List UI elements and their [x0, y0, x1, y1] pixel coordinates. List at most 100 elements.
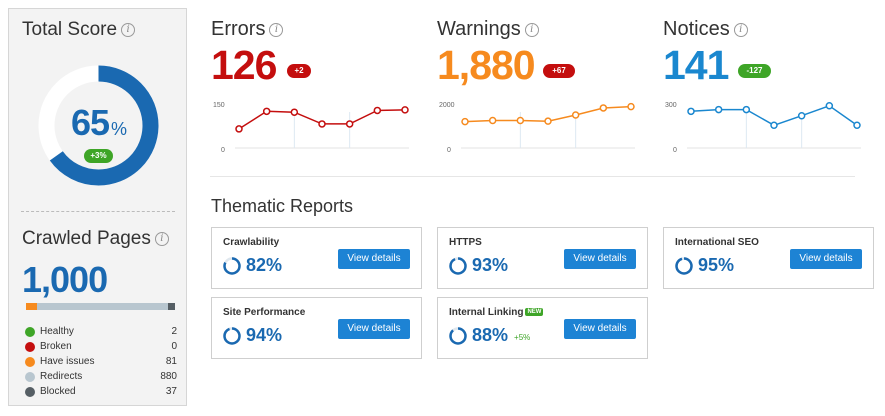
card-score: 93% — [448, 255, 508, 276]
errors-value[interactable]: 126 — [211, 42, 277, 88]
card-score: 88% +5% — [448, 325, 530, 346]
card-title[interactable]: Crawlability — [223, 237, 280, 248]
trend-point[interactable] — [853, 121, 861, 130]
ring-progress — [449, 256, 467, 275]
notices-title: Notices i — [663, 18, 863, 41]
trend-point[interactable] — [345, 120, 354, 128]
notices-value[interactable]: 141 — [663, 42, 729, 88]
warnings-trend-chart: 2000 0 — [439, 102, 635, 154]
y-axis-max-label: 2000 — [439, 102, 455, 109]
card-title[interactable]: Site Performance — [223, 307, 306, 318]
legend-color-dot — [25, 357, 35, 367]
card-title[interactable]: HTTPS — [449, 237, 482, 248]
card-score: 82% — [222, 255, 282, 276]
view-details-button[interactable]: View details — [564, 249, 636, 269]
info-icon[interactable]: i — [524, 22, 539, 37]
progress-ring-icon — [449, 326, 467, 345]
trend-point[interactable] — [461, 117, 469, 126]
trend-point[interactable] — [373, 106, 382, 115]
errors-delta-badge: +2 — [287, 64, 311, 78]
warnings-delta-badge: +67 — [543, 64, 575, 78]
info-icon[interactable]: i — [733, 22, 748, 37]
trend-point[interactable] — [714, 105, 723, 114]
card-delta: +5% — [514, 333, 531, 342]
trend-point[interactable] — [825, 102, 834, 110]
warnings-title: Warnings i — [437, 18, 637, 41]
crawled-pages-value: 1,000 — [22, 259, 108, 300]
legend-color-dot — [25, 327, 35, 337]
legend-item[interactable]: Have issues 81 — [25, 356, 177, 368]
ring-progress — [223, 256, 241, 275]
total-score-value: 65% — [70, 102, 127, 143]
ring-progress — [675, 256, 693, 275]
info-icon[interactable]: i — [154, 231, 169, 246]
legend-label: Blocked — [40, 386, 76, 397]
report-card-https: HTTPS 93% View details — [437, 227, 648, 289]
legend-item[interactable]: Redirects 880 — [25, 371, 177, 383]
view-details-button[interactable]: View details — [790, 249, 862, 269]
report-card-crawlability: Crawlability 82% View details — [211, 227, 422, 289]
trend-point[interactable] — [290, 108, 299, 116]
new-badge: NEW — [525, 308, 544, 317]
info-icon[interactable]: i — [269, 22, 284, 37]
trend-point[interactable] — [318, 120, 326, 128]
errors-metric: Errors i 126 +2 150 0 — [211, 18, 411, 158]
trend-point[interactable] — [599, 104, 608, 112]
crawled-pages-title: Crawled Pages i — [22, 228, 169, 250]
y-axis-min-label: 0 — [447, 147, 451, 154]
legend-label: Redirects — [40, 371, 83, 382]
legend-color-dot — [25, 372, 35, 382]
trend-point[interactable] — [544, 117, 552, 125]
report-card-international-seo: International SEO 95% View details — [663, 227, 874, 289]
trend-point[interactable] — [401, 106, 409, 114]
trend-point[interactable] — [627, 102, 635, 111]
notices-metric: Notices i 141 -127 300 0 — [663, 18, 863, 158]
y-axis-max-label: 150 — [213, 102, 225, 109]
card-title: Internal Linking NEW — [449, 307, 544, 318]
trend-point[interactable] — [488, 116, 497, 125]
trend-point[interactable] — [742, 105, 751, 114]
card-score: 95% — [674, 255, 734, 276]
legend-count: 81 — [165, 356, 177, 367]
progress-ring-icon — [223, 256, 241, 275]
section-divider — [210, 176, 855, 177]
bar-segment-blocked — [168, 303, 175, 310]
ring-progress — [449, 326, 467, 345]
crawled-pages-bar — [26, 303, 175, 310]
view-details-button[interactable]: View details — [338, 319, 410, 339]
trend-point[interactable] — [516, 116, 525, 125]
ring-progress — [223, 326, 241, 345]
trend-point[interactable] — [687, 107, 695, 116]
crawled-pages-legend: Healthy 2 Broken 0 Have issues 81 Redirects 880… — [25, 326, 177, 401]
trend-point[interactable] — [262, 107, 271, 116]
legend-count: 2 — [171, 326, 177, 337]
trend-point[interactable] — [571, 111, 580, 119]
legend-label: Broken — [40, 341, 72, 352]
trend-point[interactable] — [235, 125, 243, 133]
score-ring-progress — [38, 65, 159, 186]
legend-item[interactable]: Broken 0 — [25, 341, 177, 353]
view-details-button[interactable]: View details — [564, 319, 636, 339]
progress-ring-icon — [223, 326, 241, 345]
legend-label: Healthy — [40, 326, 74, 337]
legend-item[interactable]: Blocked 37 — [25, 386, 177, 398]
errors-title: Errors i — [211, 18, 411, 41]
legend-color-dot — [25, 387, 35, 397]
y-axis-min-label: 0 — [673, 147, 677, 154]
warnings-value[interactable]: 1,880 — [437, 42, 536, 88]
card-title[interactable]: International SEO — [675, 237, 759, 248]
total-score-title: Total Score i — [22, 19, 136, 41]
legend-label: Have issues — [40, 356, 95, 367]
report-card-site-performance: Site Performance 94% View details — [211, 297, 422, 359]
legend-count: 37 — [165, 386, 177, 397]
trend-point[interactable] — [770, 121, 778, 130]
card-score: 94% — [222, 325, 282, 346]
trend-point[interactable] — [797, 111, 806, 120]
view-details-button[interactable]: View details — [338, 249, 410, 269]
thematic-reports-title: Thematic Reports — [211, 196, 354, 216]
bar-segment-have-issues — [26, 303, 37, 310]
legend-color-dot — [25, 342, 35, 352]
legend-item[interactable]: Healthy 2 — [25, 326, 177, 338]
info-icon[interactable]: i — [121, 22, 136, 37]
y-axis-max-label: 300 — [665, 102, 677, 109]
